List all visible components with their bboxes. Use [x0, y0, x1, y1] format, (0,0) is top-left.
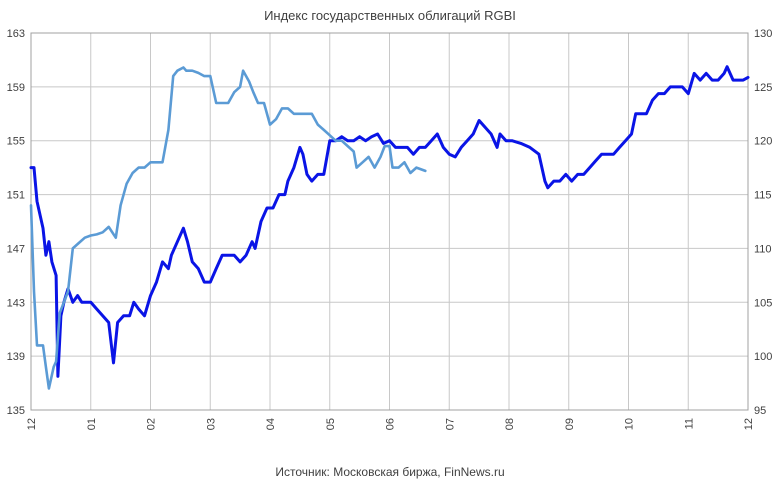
y-left-tick-label: 135	[7, 405, 25, 417]
x-tick-label: 01	[86, 418, 98, 430]
x-tick-label: 09	[564, 418, 576, 430]
y-right-tick-label: 130	[754, 28, 772, 40]
y-left-tick-label: 159	[7, 82, 25, 94]
y-left-tick-label: 155	[7, 136, 25, 148]
y-left-tick-label: 151	[7, 190, 25, 202]
chart-title: Индекс государственных облигаций RGBI	[264, 8, 516, 23]
x-tick-label: 07	[444, 418, 456, 430]
y-right-tick-label: 125	[754, 82, 772, 94]
x-tick-label: 02	[146, 418, 158, 430]
x-tick-label: 12	[26, 418, 38, 430]
x-tick-label: 12	[743, 418, 755, 430]
x-tick-label: 05	[325, 418, 337, 430]
x-tick-label: 04	[265, 418, 277, 430]
x-tick-label: 03	[205, 418, 217, 430]
x-tick-label: 11	[683, 418, 695, 429]
y-right-tick-label: 95	[754, 405, 766, 417]
chart-source: Источник: Московская биржа, FinNews.ru	[275, 465, 505, 479]
y-left-tick-label: 143	[7, 297, 25, 309]
y-right-tick-label: 110	[754, 243, 772, 255]
series-line-right-axis	[29, 66, 427, 390]
y-right-tick-label: 115	[754, 190, 772, 202]
y-right-tick-label: 120	[754, 136, 772, 148]
y-left-tick-label: 163	[7, 28, 25, 40]
series-line-left-axis	[29, 65, 750, 378]
x-tick-label: 08	[504, 418, 516, 430]
y-left-tick-label: 139	[7, 351, 25, 363]
y-right-tick-label: 105	[754, 297, 772, 309]
y-right-tick-label: 100	[754, 351, 772, 363]
y-left-tick-label: 147	[7, 243, 25, 255]
x-tick-label: 06	[385, 418, 397, 430]
x-tick-label: 10	[624, 418, 636, 430]
